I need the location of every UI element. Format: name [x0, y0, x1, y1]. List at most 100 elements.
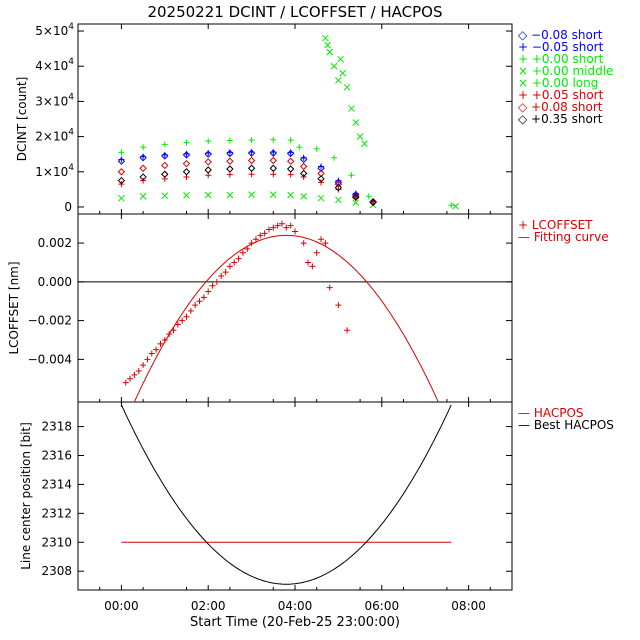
lcoffset-point [157, 340, 164, 347]
x-axis-label: Start Time (20-Feb-25 23:00:00) [190, 615, 400, 630]
dcint-point [324, 41, 331, 49]
dcint-point [117, 157, 126, 165]
dcint-point [334, 180, 343, 188]
lcoffset-legend-0: + LCOFFSET [518, 218, 593, 232]
lcoffset-point [278, 220, 285, 227]
dcint-point [352, 193, 360, 201]
dcint-point [335, 196, 342, 204]
dcint-point [226, 191, 234, 199]
dcint-point [361, 140, 368, 147]
y-tick-label: 2310 [41, 535, 72, 549]
lcoffset-plot-area [78, 220, 512, 402]
dcint-point [331, 154, 338, 161]
y-tick-label: 2312 [41, 506, 72, 520]
x-tick-label: 02:00 [191, 599, 226, 613]
dcint-point [318, 163, 325, 170]
lcoffset-point [265, 226, 272, 233]
lcoffset-point [205, 288, 212, 295]
lcoffset-point [300, 240, 307, 247]
lcoffset-point [140, 362, 147, 369]
lcoffset-point [153, 346, 160, 353]
lcoffset-point [192, 302, 199, 309]
lcoffset-point [322, 240, 329, 247]
y-tick-label: −0.004 [28, 352, 72, 366]
dcint-point [270, 171, 277, 178]
lcoffset-point [196, 298, 203, 305]
chart-marks [78, 34, 512, 585]
dcint-point [299, 162, 308, 171]
lcoffset-point [309, 263, 316, 270]
dcint-point [348, 105, 355, 112]
dcint-point [334, 183, 343, 192]
y-tick-label: 2×104 [35, 128, 74, 144]
dcint-point [339, 69, 347, 77]
dcint-point [287, 149, 294, 156]
lcoffset-point [144, 356, 151, 363]
dcint-panel-frame [77, 23, 513, 215]
hacpos-panel-frame [77, 401, 513, 591]
dcint-point [343, 83, 351, 91]
dcint-point [270, 149, 277, 156]
dcint-point [139, 173, 147, 181]
dcint-point [270, 136, 277, 143]
lcoffset-point [292, 228, 298, 235]
lcoffset-point [174, 321, 181, 328]
lcoffset-point [131, 371, 138, 378]
dcint-point [161, 170, 169, 178]
lcoffset-point [239, 249, 246, 256]
dcint-point [247, 164, 256, 172]
y-tick-label: 3×104 [35, 92, 74, 108]
lcoffset-point [274, 222, 281, 229]
dcint-point [356, 133, 364, 140]
dcint-point [317, 175, 325, 183]
lcoffset-point [305, 259, 312, 266]
dcint-point [287, 191, 295, 199]
lcoffset-point [231, 259, 238, 266]
dcint-point [322, 34, 329, 42]
dcint-point [118, 194, 125, 202]
dcint-point [183, 139, 190, 146]
lcoffset-point [270, 224, 277, 231]
dcint-point [337, 55, 344, 63]
x-tick-label: 04:00 [278, 599, 313, 613]
dcint-point [269, 156, 278, 165]
lcoffset-point [183, 313, 190, 320]
dcint-point [287, 137, 294, 144]
y-tick-label: 4×104 [35, 57, 74, 73]
lcoffset-point [344, 327, 351, 334]
dcint-point [348, 172, 355, 179]
lcoffset-point [318, 236, 325, 243]
dcint-legend-5: + +0.05 short [518, 88, 604, 102]
dcint-point [182, 168, 191, 176]
y-tick-label: 0 [64, 200, 72, 214]
dcint-point [205, 150, 212, 157]
dcint-point [140, 144, 147, 151]
dcint-point [317, 194, 325, 202]
dcint-point [365, 193, 372, 200]
dcint-point [313, 145, 320, 152]
dcint-point [204, 166, 212, 174]
dcint-point [204, 191, 212, 199]
lcoffset-point [252, 236, 259, 243]
lcoffset-point [235, 255, 242, 262]
y-tick-label: 2316 [41, 449, 72, 463]
dcint-legend-6: ◇ +0.08 short [518, 100, 603, 114]
dcint-point [226, 137, 233, 144]
lcoffset-point [148, 350, 155, 357]
dcint-point [248, 149, 255, 156]
dcint-point [117, 176, 126, 185]
dcint-point [161, 192, 169, 200]
lcoffset-ylabel: LCOFFSET [nm] [7, 261, 21, 354]
dcint-point [161, 151, 168, 158]
dcint-point [299, 155, 308, 164]
chart-title: 20250221 DCINT / LCOFFSET / HACPOS [147, 3, 442, 21]
dcint-point [248, 171, 255, 178]
dcint-legend-2: + +0.00 short [518, 52, 604, 66]
dcint-point [299, 169, 308, 178]
hacpos-legend-1: — Best HACPOS [518, 418, 614, 432]
lcoffset-point [257, 232, 264, 239]
lcoffset-point [222, 269, 229, 276]
lcoffset-point [326, 284, 333, 291]
lcoffset-point [335, 302, 342, 309]
